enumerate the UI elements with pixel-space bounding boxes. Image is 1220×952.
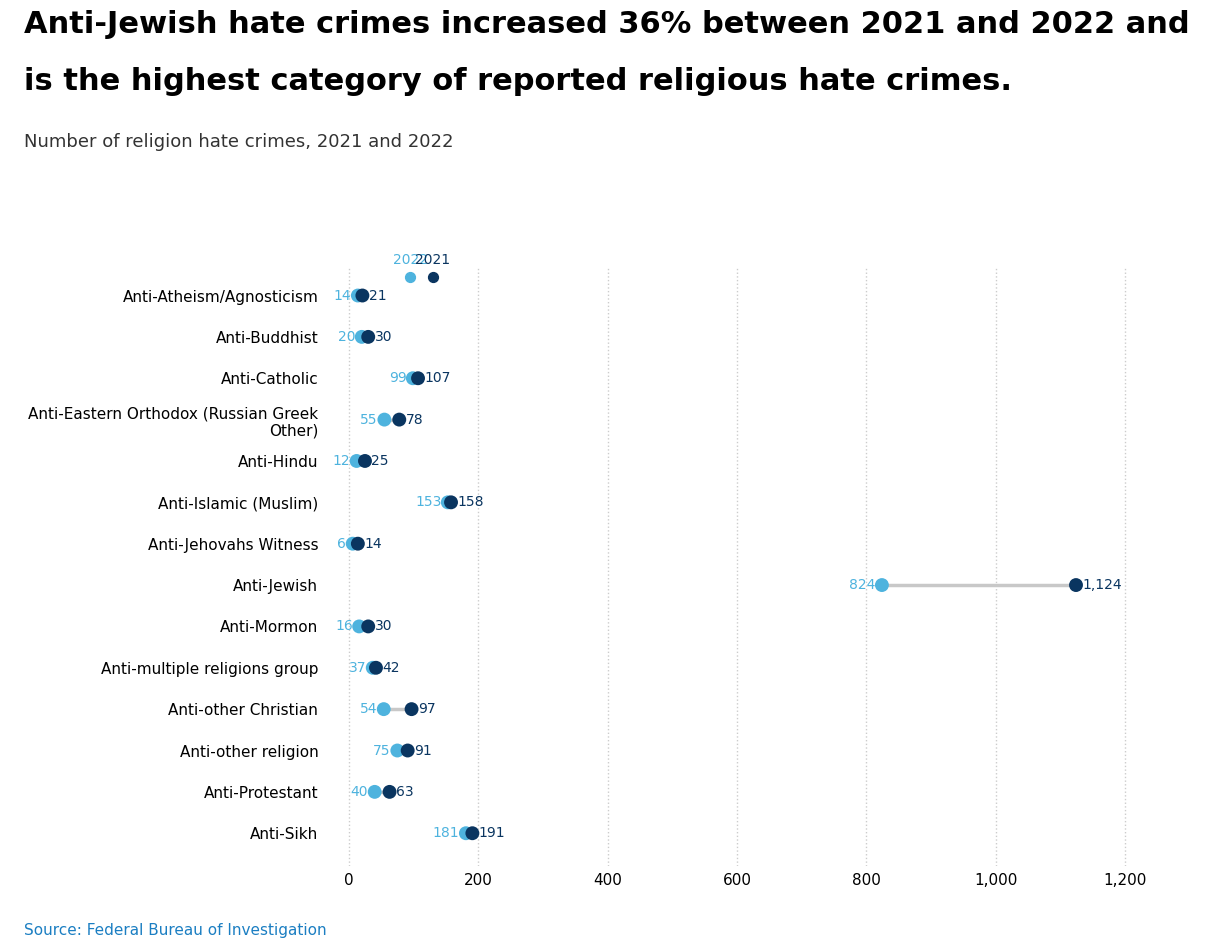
Text: 2022: 2022 bbox=[393, 252, 428, 267]
2021 bbox=[442, 495, 461, 510]
Text: 30: 30 bbox=[375, 330, 392, 344]
2022 bbox=[348, 288, 367, 303]
Text: 14: 14 bbox=[365, 537, 382, 550]
Text: 55: 55 bbox=[360, 412, 378, 426]
Text: is the highest category of reported religious hate crimes.: is the highest category of reported reli… bbox=[24, 67, 1013, 95]
2022 bbox=[364, 660, 383, 675]
2021 bbox=[366, 660, 386, 675]
Text: Anti-Jewish hate crimes increased 36% between 2021 and 2022 and: Anti-Jewish hate crimes increased 36% be… bbox=[24, 10, 1190, 38]
2022 bbox=[388, 743, 407, 758]
Text: 824: 824 bbox=[849, 578, 876, 592]
2021 bbox=[359, 329, 378, 345]
Text: 40: 40 bbox=[350, 784, 368, 799]
2021 bbox=[379, 784, 399, 800]
2021 bbox=[389, 412, 409, 427]
2022 bbox=[403, 370, 422, 386]
Text: 14: 14 bbox=[334, 288, 351, 303]
2022 bbox=[346, 453, 366, 468]
Text: 37: 37 bbox=[349, 661, 366, 675]
2021 bbox=[1066, 578, 1086, 593]
Text: 75: 75 bbox=[373, 744, 390, 758]
Text: 158: 158 bbox=[458, 495, 484, 509]
Text: 97: 97 bbox=[418, 703, 436, 716]
Text: Number of religion hate crimes, 2021 and 2022: Number of religion hate crimes, 2021 and… bbox=[24, 133, 454, 151]
Text: 12: 12 bbox=[333, 454, 350, 468]
Text: 63: 63 bbox=[396, 784, 414, 799]
Text: 25: 25 bbox=[371, 454, 389, 468]
Text: 191: 191 bbox=[478, 826, 505, 841]
Text: 99: 99 bbox=[389, 371, 406, 386]
2022 bbox=[438, 495, 458, 510]
2021 bbox=[353, 288, 372, 303]
Text: 6: 6 bbox=[338, 537, 346, 550]
Text: 21: 21 bbox=[368, 288, 387, 303]
2022 bbox=[353, 329, 372, 345]
2021 bbox=[398, 743, 417, 758]
Text: Source: Federal Bureau of Investigation: Source: Federal Bureau of Investigation bbox=[24, 922, 327, 938]
Text: 20: 20 bbox=[338, 330, 355, 344]
Point bbox=[400, 269, 420, 285]
Text: 42: 42 bbox=[382, 661, 400, 675]
2021 bbox=[359, 619, 378, 634]
Text: 30: 30 bbox=[375, 620, 392, 633]
2021 bbox=[348, 536, 367, 551]
2021 bbox=[409, 370, 428, 386]
2022 bbox=[365, 784, 384, 800]
Text: 1,124: 1,124 bbox=[1082, 578, 1122, 592]
2022 bbox=[456, 825, 476, 841]
2022 bbox=[872, 578, 892, 593]
Text: 153: 153 bbox=[415, 495, 442, 509]
Point bbox=[423, 269, 443, 285]
2021 bbox=[462, 825, 482, 841]
2021 bbox=[401, 702, 421, 717]
Text: 181: 181 bbox=[433, 826, 460, 841]
Text: 2021: 2021 bbox=[415, 252, 450, 267]
2021 bbox=[355, 453, 375, 468]
Text: 54: 54 bbox=[360, 703, 377, 716]
2022 bbox=[349, 619, 368, 634]
Text: 91: 91 bbox=[414, 744, 432, 758]
2022 bbox=[343, 536, 362, 551]
Text: 107: 107 bbox=[425, 371, 451, 386]
Text: 78: 78 bbox=[406, 412, 423, 426]
Text: 16: 16 bbox=[336, 620, 353, 633]
2022 bbox=[375, 412, 394, 427]
2022 bbox=[375, 702, 394, 717]
